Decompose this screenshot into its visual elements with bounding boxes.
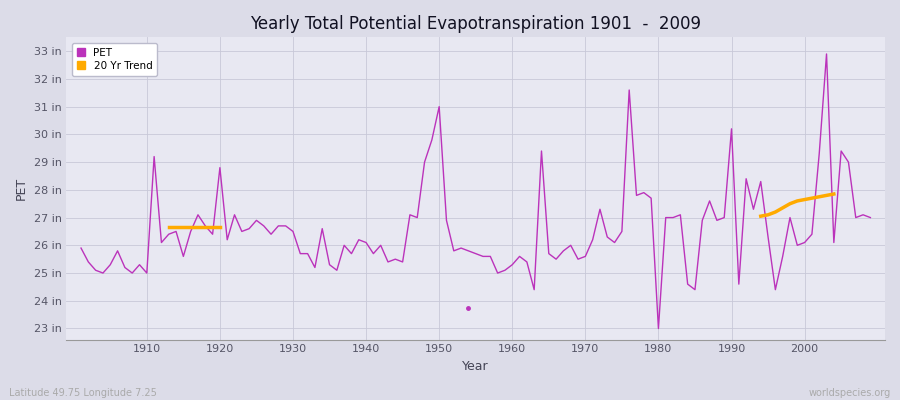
Legend: PET, 20 Yr Trend: PET, 20 Yr Trend: [72, 42, 158, 76]
X-axis label: Year: Year: [463, 360, 489, 373]
Text: Latitude 49.75 Longitude 7.25: Latitude 49.75 Longitude 7.25: [9, 388, 157, 398]
Y-axis label: PET: PET: [15, 177, 28, 200]
Title: Yearly Total Potential Evapotranspiration 1901  -  2009: Yearly Total Potential Evapotranspiratio…: [250, 15, 701, 33]
Text: worldspecies.org: worldspecies.org: [809, 388, 891, 398]
